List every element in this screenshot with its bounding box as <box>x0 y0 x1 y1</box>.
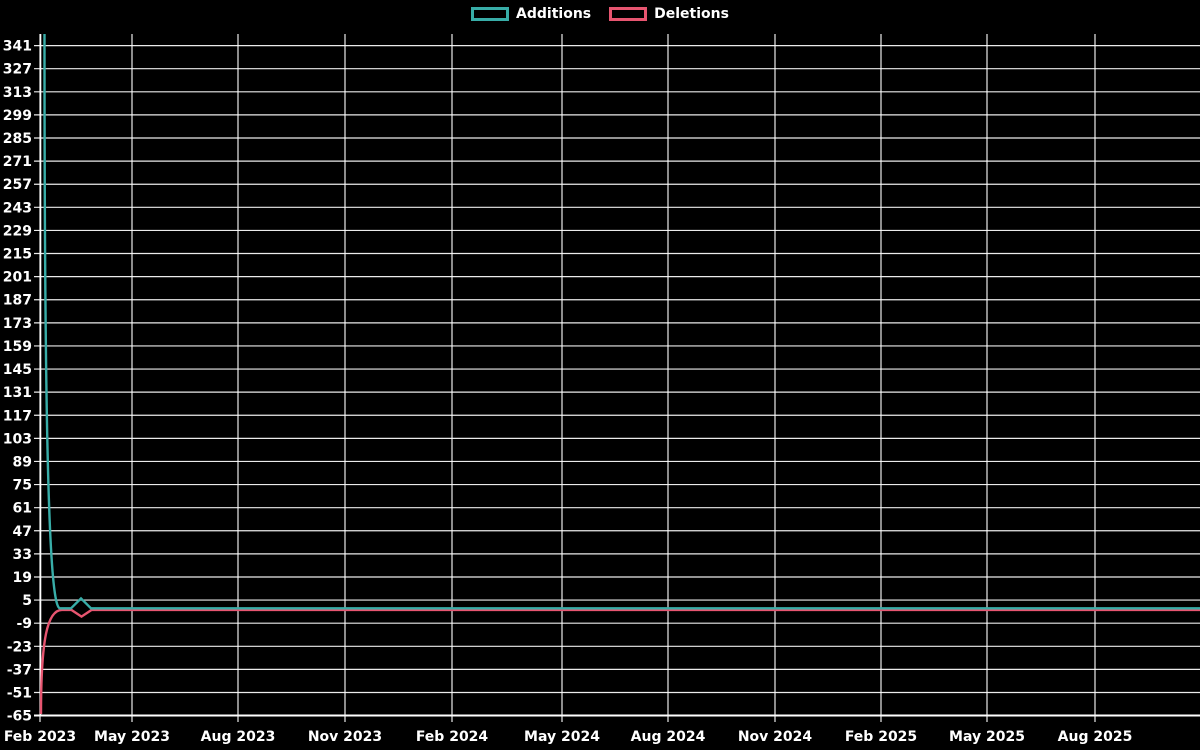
y-axis-tick-label: -37 <box>7 662 32 678</box>
x-axis-tick-label: Feb 2023 <box>4 729 76 745</box>
y-axis-tick-label: 33 <box>13 547 32 563</box>
x-axis-tick-label: Aug 2023 <box>201 729 276 745</box>
x-axis-tick-label: Aug 2025 <box>1058 729 1133 745</box>
x-axis-tick-label: Feb 2025 <box>845 729 917 745</box>
x-axis-tick-label: Feb 2024 <box>416 729 489 745</box>
y-axis-tick-label: 215 <box>3 247 32 263</box>
series-line-deletions <box>39 608 1200 714</box>
legend-item-additions[interactable]: Additions <box>471 7 591 21</box>
series-line-additions <box>43 34 1200 610</box>
legend-swatch-additions-icon <box>471 7 510 21</box>
y-axis-tick-label: 173 <box>3 316 32 332</box>
y-axis-tick-label: 257 <box>3 177 32 193</box>
y-axis-tick-label: 19 <box>13 570 32 586</box>
legend-label: Deletions <box>654 6 729 22</box>
x-axis-tick-label: Nov 2024 <box>738 729 813 745</box>
y-axis-tick-label: -23 <box>7 639 32 655</box>
y-axis-tick-label: 299 <box>3 108 32 124</box>
y-axis-tick-label: 341 <box>3 39 32 55</box>
y-axis-tick-label: 159 <box>3 339 32 355</box>
y-axis-tick-label: 229 <box>3 223 32 239</box>
y-axis-tick-label: 5 <box>22 593 32 609</box>
y-axis-tick-label: -51 <box>7 685 32 701</box>
chart-legend: Additions Deletions <box>0 7 1200 21</box>
x-axis-tick-label: May 2023 <box>94 729 170 745</box>
x-axis-tick-label: May 2024 <box>524 729 600 745</box>
legend-swatch-deletions-icon <box>609 7 648 21</box>
y-axis-tick-label: 131 <box>3 385 32 401</box>
y-axis-tick-label: 75 <box>13 478 32 494</box>
y-axis-tick-label: -65 <box>7 709 32 725</box>
y-axis-tick-label: 61 <box>13 501 32 517</box>
y-axis-tick-label: -9 <box>16 616 32 632</box>
y-axis-tick-label: 117 <box>3 408 32 424</box>
y-axis-tick-label: 187 <box>3 293 32 309</box>
y-axis-tick-label: 243 <box>3 200 32 216</box>
y-axis-tick-label: 313 <box>3 85 32 101</box>
y-axis-tick-label: 285 <box>3 131 32 147</box>
y-axis-tick-label: 327 <box>3 62 32 78</box>
y-axis-tick-label: 47 <box>13 524 32 540</box>
legend-label: Additions <box>516 6 592 22</box>
x-axis-tick-label: May 2025 <box>949 729 1025 745</box>
y-axis-tick-label: 145 <box>3 362 32 378</box>
legend-item-deletions[interactable]: Deletions <box>609 7 729 21</box>
x-axis-tick-label: Aug 2024 <box>631 729 706 745</box>
x-axis-tick-label: Nov 2023 <box>308 729 382 745</box>
y-axis-tick-label: 271 <box>3 154 32 170</box>
y-axis-tick-label: 89 <box>13 454 32 470</box>
y-axis-tick-label: 201 <box>3 270 32 286</box>
y-axis-tick-label: 103 <box>3 431 32 447</box>
